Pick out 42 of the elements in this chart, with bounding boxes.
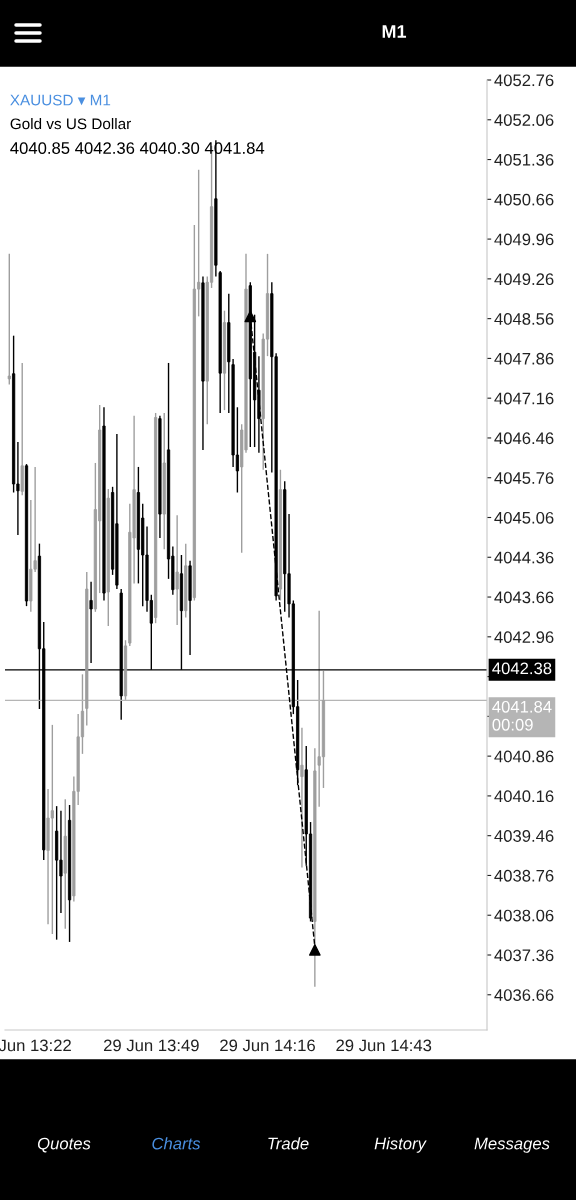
y-tick-label: 4051.36	[494, 153, 554, 166]
y-tick-label: 4043.66	[494, 591, 554, 604]
y-tick-label: 4038.06	[494, 909, 554, 922]
y-tick-label: 4049.96	[494, 233, 554, 246]
y-tick-label: 4036.66	[494, 989, 554, 1001]
text: Gold vs US Dollar	[10, 118, 131, 130]
y-tick-label: 4047.16	[494, 392, 554, 405]
text: M1	[382, 25, 407, 38]
candlestick	[175, 514, 179, 626]
text: History	[374, 1137, 427, 1153]
y-tick-label: 4052.76	[494, 74, 554, 87]
y-tick-label: 4049.26	[494, 273, 554, 286]
y-tick-label: 4040.16	[494, 790, 554, 803]
ref-line-label: 4042.38	[492, 662, 552, 675]
candlestick	[89, 581, 93, 664]
y-tick-label: 4037.36	[494, 949, 554, 962]
candlestick	[59, 809, 63, 914]
y-tick-label: 4046.46	[494, 432, 554, 445]
text: XAUUSD ▾ M1	[10, 94, 111, 106]
y-tick-label: 4045.76	[494, 472, 554, 484]
y-tick-label: 4039.46	[494, 830, 554, 842]
ref-line-label: 4041.84 00:09	[492, 700, 552, 731]
text: Charts	[152, 1137, 201, 1150]
x-tick-label: 29 Jun 14:16	[220, 1039, 315, 1052]
y-tick-label: 4040.86	[494, 750, 554, 763]
text: Messages	[474, 1137, 550, 1153]
y-tick-label: 4052.06	[494, 114, 554, 126]
x-tick-label: 29 Jun 13:49	[103, 1039, 199, 1052]
text: Quotes	[37, 1137, 91, 1153]
candlestick	[50, 724, 54, 935]
text: Trade	[268, 1137, 309, 1150]
candlestick	[257, 355, 261, 454]
y-tick-label: 4045.06	[494, 511, 554, 524]
y-tick-label: 4042.96	[494, 631, 554, 644]
x-tick-label: 29 Jun 14:43	[336, 1039, 432, 1052]
candlestick	[7, 253, 11, 386]
y-tick-label: 4044.36	[494, 551, 554, 564]
y-tick-label: 4050.66	[494, 193, 554, 206]
candlestick	[300, 727, 304, 869]
y-tick-label: 4038.76	[494, 869, 554, 882]
y-tick-label: 4048.56	[494, 313, 554, 325]
y-tick-label: 4047.86	[494, 352, 554, 365]
